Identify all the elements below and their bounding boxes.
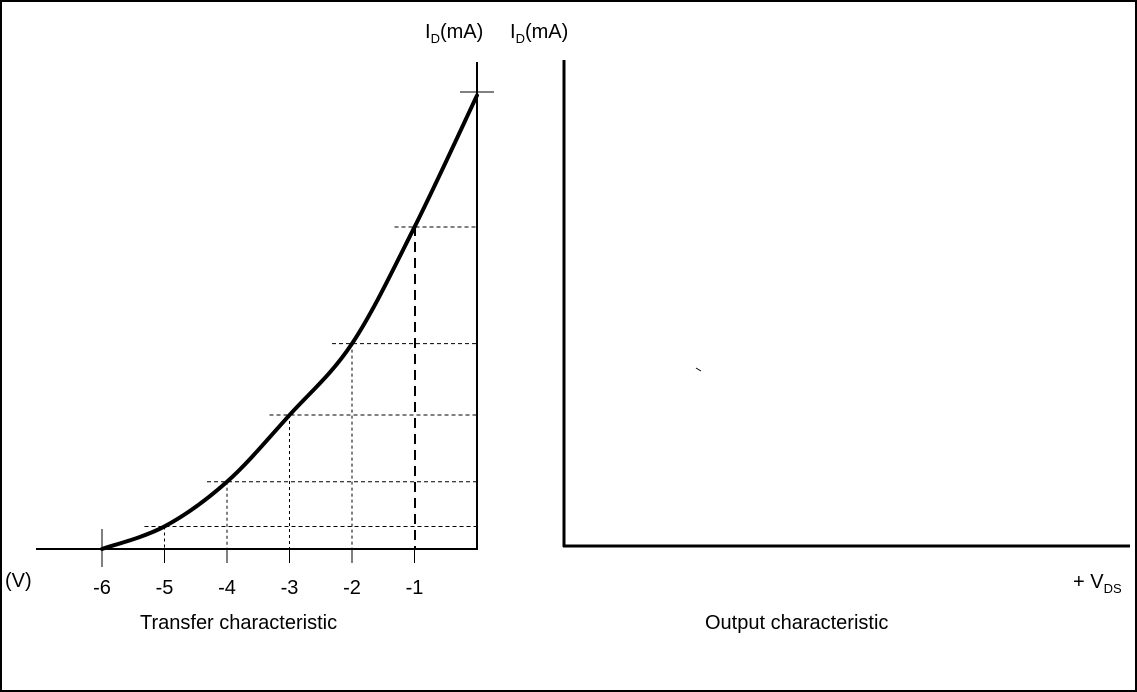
output-characteristic-plot: ID(mA) + VDS Output characteristic <box>510 21 1130 634</box>
transfer-x-tick-labels: -6 -5 -4 -3 -2 -1 <box>93 577 423 599</box>
x-tick-label: -4 <box>218 577 236 599</box>
transfer-curve <box>100 93 479 551</box>
transfer-characteristic-plot: ID(mA) (V) -6 -5 -4 -3 -2 -1 Transfer charact… <box>5 21 494 634</box>
output-y-axis-label: ID(mA) <box>510 21 568 46</box>
transfer-x-axis-unit: (V) <box>5 570 32 592</box>
stray-mark <box>695 367 702 372</box>
transfer-guide-lines <box>144 226 477 549</box>
output-x-axis-label: + VDS <box>1073 571 1122 596</box>
x-tick-label: -3 <box>281 577 299 599</box>
x-tick-label: -6 <box>93 577 111 599</box>
x-tick-label: -1 <box>406 577 424 599</box>
x-tick-label: -2 <box>343 577 361 599</box>
transfer-caption: Transfer characteristic <box>140 612 337 634</box>
x-tick-label: -5 <box>156 577 174 599</box>
transfer-y-axis-label: ID(mA) <box>425 21 483 46</box>
output-caption: Output characteristic <box>705 612 888 634</box>
